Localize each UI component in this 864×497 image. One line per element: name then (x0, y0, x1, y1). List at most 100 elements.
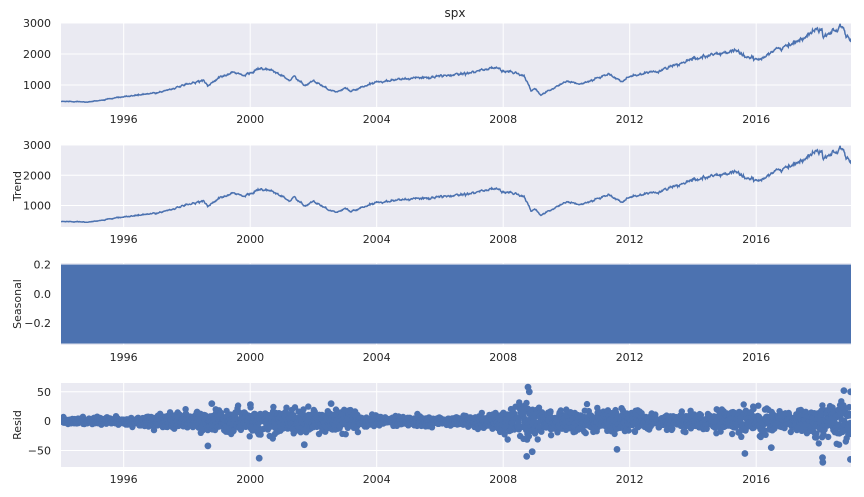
resid-y-tick-label: 0 (44, 415, 51, 428)
resid-point (846, 412, 851, 419)
resid-point (249, 427, 256, 434)
resid-point (750, 405, 757, 413)
observed-y-tick-label: 1000 (23, 79, 51, 92)
resid-point (234, 402, 242, 409)
resid-point (300, 406, 307, 413)
resid-point (623, 410, 630, 417)
resid-point (819, 402, 826, 409)
resid-point (554, 429, 561, 436)
seasonal-y-tick-label: −0.2 (24, 317, 51, 330)
trend-data (61, 145, 851, 224)
panel-observed: 1996 2000 2004 2008 2012 2016 1000 2000 3000 (23, 17, 851, 126)
resid-outlier-point (300, 441, 308, 449)
resid-point (825, 433, 832, 441)
panel-seasonal: 1996 2000 2004 2008 2012 2016 0.2 0.0 −0.2Season… (11, 258, 851, 364)
resid-outlier-point (767, 444, 775, 451)
resid-point (246, 433, 253, 440)
trend-y-tick-label: 1000 (23, 200, 51, 213)
resid-point (523, 399, 530, 407)
observed-y-tick-label: 3000 (23, 17, 51, 30)
resid-point (582, 429, 589, 437)
resid-point (531, 430, 539, 437)
resid-x-tick-label: 1996 (110, 473, 138, 486)
panels: 1996 2000 2004 2008 2012 2016 1000 2000 3000 1996… (11, 17, 851, 486)
resid-outlier-point (840, 387, 848, 394)
observed-y-tick-label: 2000 (23, 48, 51, 61)
resid-outlier-point (613, 446, 621, 453)
resid-x-tick-label: 2016 (742, 473, 770, 486)
resid-point (547, 408, 554, 415)
seasonal-x-tick-label: 2016 (742, 351, 770, 364)
resid-point (230, 427, 237, 435)
seasonal-band (61, 264, 851, 344)
resid-point (611, 430, 618, 438)
resid-x-tick-label: 2012 (616, 473, 644, 486)
resid-point (270, 403, 277, 411)
trend-y-tick-label: 3000 (23, 139, 51, 152)
resid-point (547, 432, 555, 439)
trend-x-tick-label: 2004 (363, 233, 391, 246)
seasonal-x-tick-label: 2012 (616, 351, 644, 364)
trend-series-line (61, 145, 851, 224)
resid-x-tick-label: 2004 (363, 473, 391, 486)
resid-outlier-point (525, 388, 533, 396)
resid-outlier-point (208, 400, 216, 407)
resid-y-axis-title: Resid (11, 410, 24, 440)
resid-point (846, 403, 851, 411)
resid-point (538, 428, 545, 435)
resid-data (61, 383, 851, 466)
resid-outlier-point (819, 458, 827, 466)
resid-point (738, 433, 745, 440)
trend-x-tick-label: 2000 (236, 233, 264, 246)
resid-point (631, 428, 639, 435)
resid-point (501, 431, 508, 438)
observed-x-tick-label: 1996 (110, 113, 138, 126)
observed-x-tick-label: 2004 (363, 113, 391, 126)
resid-outlier-point (528, 448, 536, 456)
seasonal-x-tick-label: 2008 (489, 351, 517, 364)
resid-point (342, 431, 349, 438)
resid-point (815, 440, 822, 447)
resid-y-tick-label: 50 (37, 386, 51, 399)
figure-title: spx (445, 6, 466, 20)
resid-point (847, 427, 851, 435)
resid-x-tick-label: 2008 (489, 473, 517, 486)
resid-point (678, 408, 685, 415)
resid-point (757, 433, 764, 441)
resid-point (625, 427, 632, 434)
observed-x-tick-label: 2016 (742, 113, 770, 126)
trend-plot-area (61, 145, 851, 227)
resid-point (583, 400, 591, 408)
resid-point (305, 403, 312, 410)
observed-plot-area (61, 23, 851, 107)
resid-outlier-point (247, 401, 254, 409)
resid-point (717, 428, 724, 435)
resid-point (534, 436, 541, 443)
resid-point (669, 425, 676, 432)
resid-outlier-point (327, 400, 335, 407)
resid-y-tick-label: −50 (28, 445, 51, 458)
seasonal-y-tick-label: 0.0 (34, 288, 52, 301)
trend-x-tick-label: 2016 (742, 233, 770, 246)
resid-point (283, 404, 290, 411)
resid-point (762, 431, 769, 438)
resid-outlier-point (741, 450, 749, 457)
resid-point (535, 404, 543, 411)
trend-y-axis-title: Trend (11, 171, 24, 202)
resid-point (291, 404, 299, 411)
panel-resid: 1996 2000 2004 2008 2012 2016 50 0 −50 Resid (11, 383, 851, 486)
resid-outlier-point (255, 454, 263, 462)
resid-point (755, 402, 762, 409)
observed-series-line (61, 23, 851, 103)
observed-data (61, 23, 851, 103)
trend-x-tick-label: 2012 (616, 233, 644, 246)
resid-point (525, 433, 533, 440)
resid-point (489, 425, 496, 432)
seasonal-y-tick-label: 0.2 (34, 258, 52, 271)
observed-x-tick-label: 2000 (236, 113, 264, 126)
resid-point (504, 436, 511, 443)
resid-point (846, 419, 851, 427)
resid-point (729, 430, 736, 438)
resid-outlier-point (204, 442, 212, 450)
